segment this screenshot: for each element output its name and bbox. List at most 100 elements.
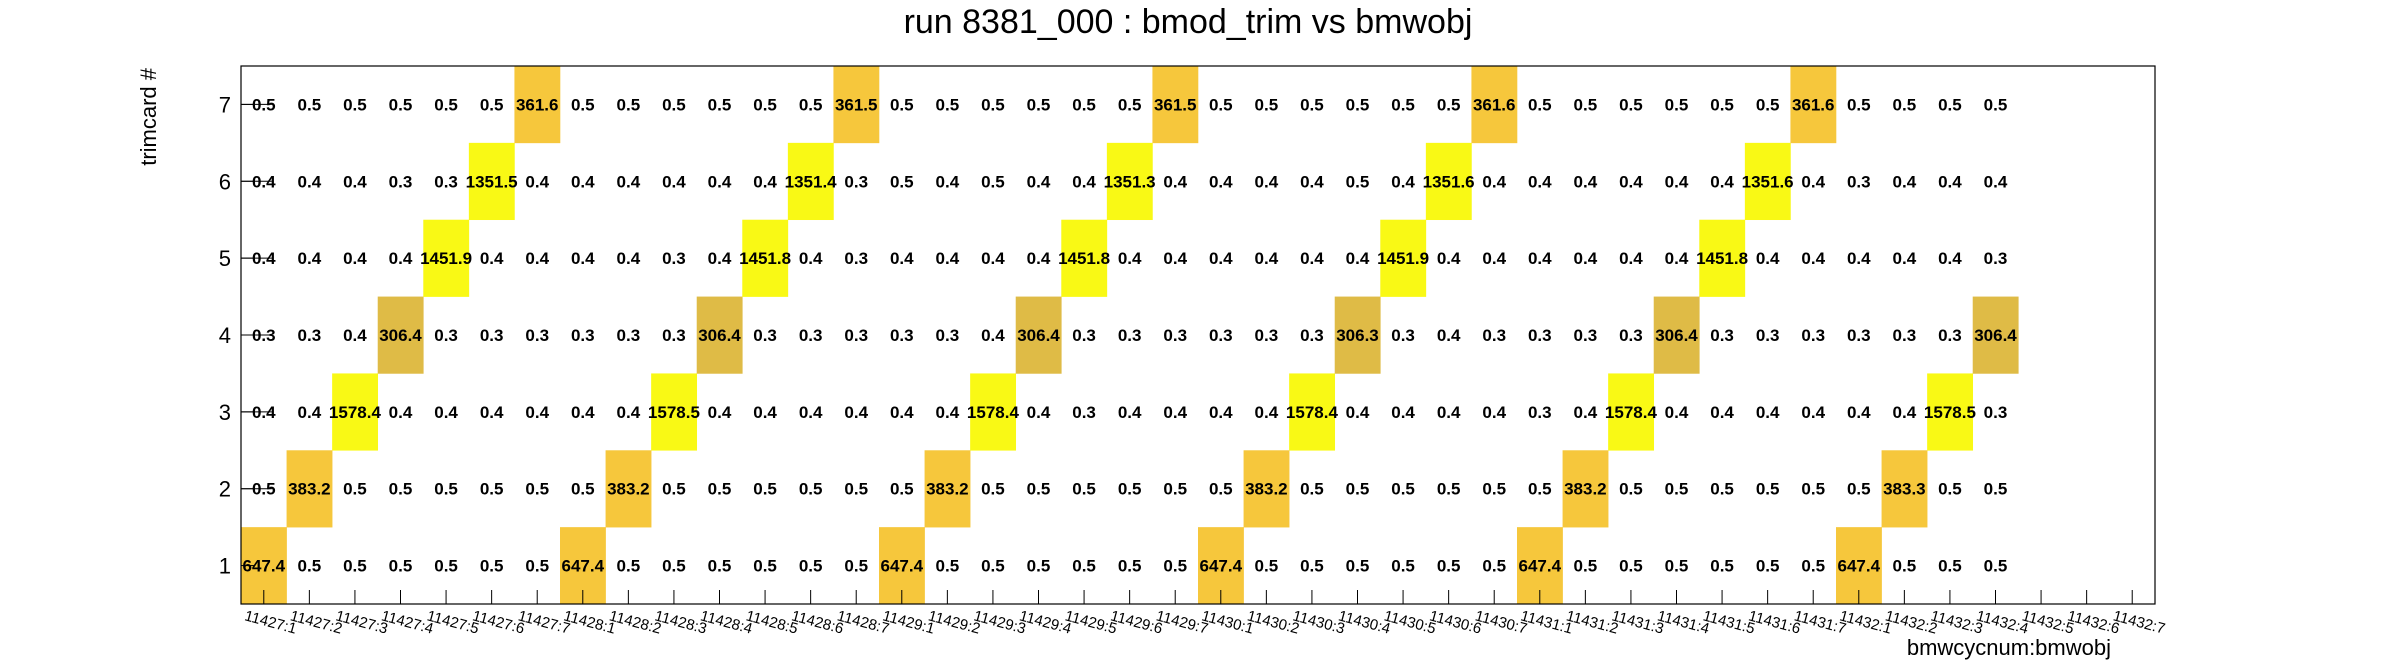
cell-label: 0.3: [1893, 326, 1917, 345]
cell-label: 0.4: [1938, 249, 1962, 268]
cell-label: 0.4: [1756, 249, 1780, 268]
cell-label: 0.4: [1893, 249, 1917, 268]
cell-label: 0.4: [1027, 249, 1051, 268]
cell-label: 0.4: [1619, 249, 1643, 268]
cell-label: 0.5: [1255, 95, 1279, 114]
cell-label: 0.3: [1984, 403, 2008, 422]
cell-label: 0.5: [1574, 95, 1598, 114]
cell-label: 361.6: [516, 95, 559, 114]
cell-label: 647.4: [243, 557, 286, 576]
y-tick-label: 2: [219, 477, 231, 502]
cell-label: 0.3: [1801, 326, 1825, 345]
cell-label: 647.4: [881, 557, 924, 576]
cell-label: 0.3: [1118, 326, 1142, 345]
cell-label: 0.4: [617, 403, 641, 422]
heatmap-cell: [742, 219, 789, 297]
cell-label: 1351.4: [785, 172, 838, 191]
cell-label: 0.4: [1574, 249, 1598, 268]
cell-label: 0.5: [1118, 557, 1142, 576]
cell-label: 0.4: [1482, 172, 1506, 191]
cell-label: 0.5: [1391, 557, 1415, 576]
cell-label: 0.5: [1346, 480, 1370, 499]
cell-label: 0.5: [708, 480, 732, 499]
cell-label: 0.4: [1482, 403, 1506, 422]
cell-label: 0.3: [1847, 326, 1871, 345]
cell-label: 0.5: [1619, 557, 1643, 576]
cell-label: 0.4: [1255, 249, 1279, 268]
cell-label: 0.5: [525, 480, 549, 499]
cell-label: 0.3: [1482, 326, 1506, 345]
cell-label: 0.4: [1300, 172, 1324, 191]
cell-label: 0.4: [298, 172, 322, 191]
cell-label: 1451.8: [1696, 249, 1748, 268]
cell-label: 0.5: [708, 95, 732, 114]
cell-label: 0.4: [1893, 172, 1917, 191]
cell-label: 0.3: [389, 172, 413, 191]
heatmap-cell: [1015, 296, 1062, 374]
cell-label: 0.4: [571, 249, 595, 268]
cell-label: 0.3: [1619, 326, 1643, 345]
cell-label: 0.4: [1300, 249, 1324, 268]
x-tick-label: 11432:7: [2111, 607, 2167, 637]
cell-label: 0.4: [1847, 249, 1871, 268]
cell-label: 0.4: [343, 172, 367, 191]
cell-label: 1578.4: [1605, 403, 1658, 422]
cell-label: 647.4: [562, 557, 605, 576]
cell-label: 0.4: [1209, 249, 1233, 268]
heatmap-cell: [1061, 219, 1108, 297]
cell-label: 0.5: [1163, 480, 1187, 499]
cell-label: 1578.4: [329, 403, 382, 422]
heatmap-cell: [332, 373, 379, 451]
cell-label: 0.5: [1391, 95, 1415, 114]
cell-label: 0.3: [799, 326, 823, 345]
cell-label: 1451.8: [739, 249, 791, 268]
y-tick-label: 1: [219, 554, 231, 579]
cell-label: 0.3: [1756, 326, 1780, 345]
y-axis-ticks: 1 2 3 4 5 6 7: [219, 92, 255, 579]
cell-label: 0.3: [571, 326, 595, 345]
heatmap-cell: [1790, 66, 1837, 144]
cell-label: 0.3: [434, 172, 458, 191]
cell-label: 0.3: [1574, 326, 1598, 345]
heatmap-cells: [241, 66, 2019, 605]
cell-label: 0.4: [1528, 172, 1552, 191]
cell-label: 0.4: [753, 172, 777, 191]
x-axis-title: bmwcycnum:bmwobj: [1907, 635, 2111, 660]
cell-label: 1451.9: [1377, 249, 1429, 268]
cell-label: 0.4: [1346, 249, 1370, 268]
cell-label: 0.4: [1391, 172, 1415, 191]
y-tick-label: 5: [219, 246, 231, 271]
heatmap-cell: [1106, 142, 1153, 221]
cell-label: 383.2: [1564, 480, 1607, 499]
cell-label: 0.5: [1072, 480, 1096, 499]
cell-label: 0.4: [1163, 172, 1187, 191]
cell-label: 0.4: [525, 249, 549, 268]
cell-label: 0.4: [1209, 172, 1233, 191]
cell-label: 0.5: [389, 480, 413, 499]
cell-label: 0.4: [1574, 403, 1598, 422]
cell-label: 0.5: [1756, 557, 1780, 576]
cell-label: 0.5: [1027, 480, 1051, 499]
cell-label: 0.4: [1801, 249, 1825, 268]
cell-label: 0.4: [799, 403, 823, 422]
cell-label: 0.5: [662, 95, 686, 114]
cell-label: 0.4: [389, 249, 413, 268]
cell-label: 0.5: [799, 557, 823, 576]
cell-label: 0.5: [1847, 95, 1871, 114]
cell-label: 0.3: [298, 326, 322, 345]
cell-label: 0.5: [1072, 557, 1096, 576]
cell-label: 0.4: [1118, 403, 1142, 422]
cell-label: 0.3: [525, 326, 549, 345]
cell-label: 0.5: [1938, 557, 1962, 576]
cell-label: 0.3: [480, 326, 504, 345]
heatmap-cell: [1653, 296, 1700, 374]
y-tick-label: 6: [219, 169, 231, 194]
heatmap-cell: [1699, 219, 1746, 297]
cell-label: 0.3: [1072, 326, 1096, 345]
cell-label: 0.5: [1847, 480, 1871, 499]
cell-label: 0.3: [1163, 326, 1187, 345]
heatmap-cell: [833, 66, 880, 144]
cell-label: 647.4: [1200, 557, 1243, 576]
cell-label: 0.5: [1710, 557, 1734, 576]
cell-label: 0.4: [1437, 403, 1461, 422]
